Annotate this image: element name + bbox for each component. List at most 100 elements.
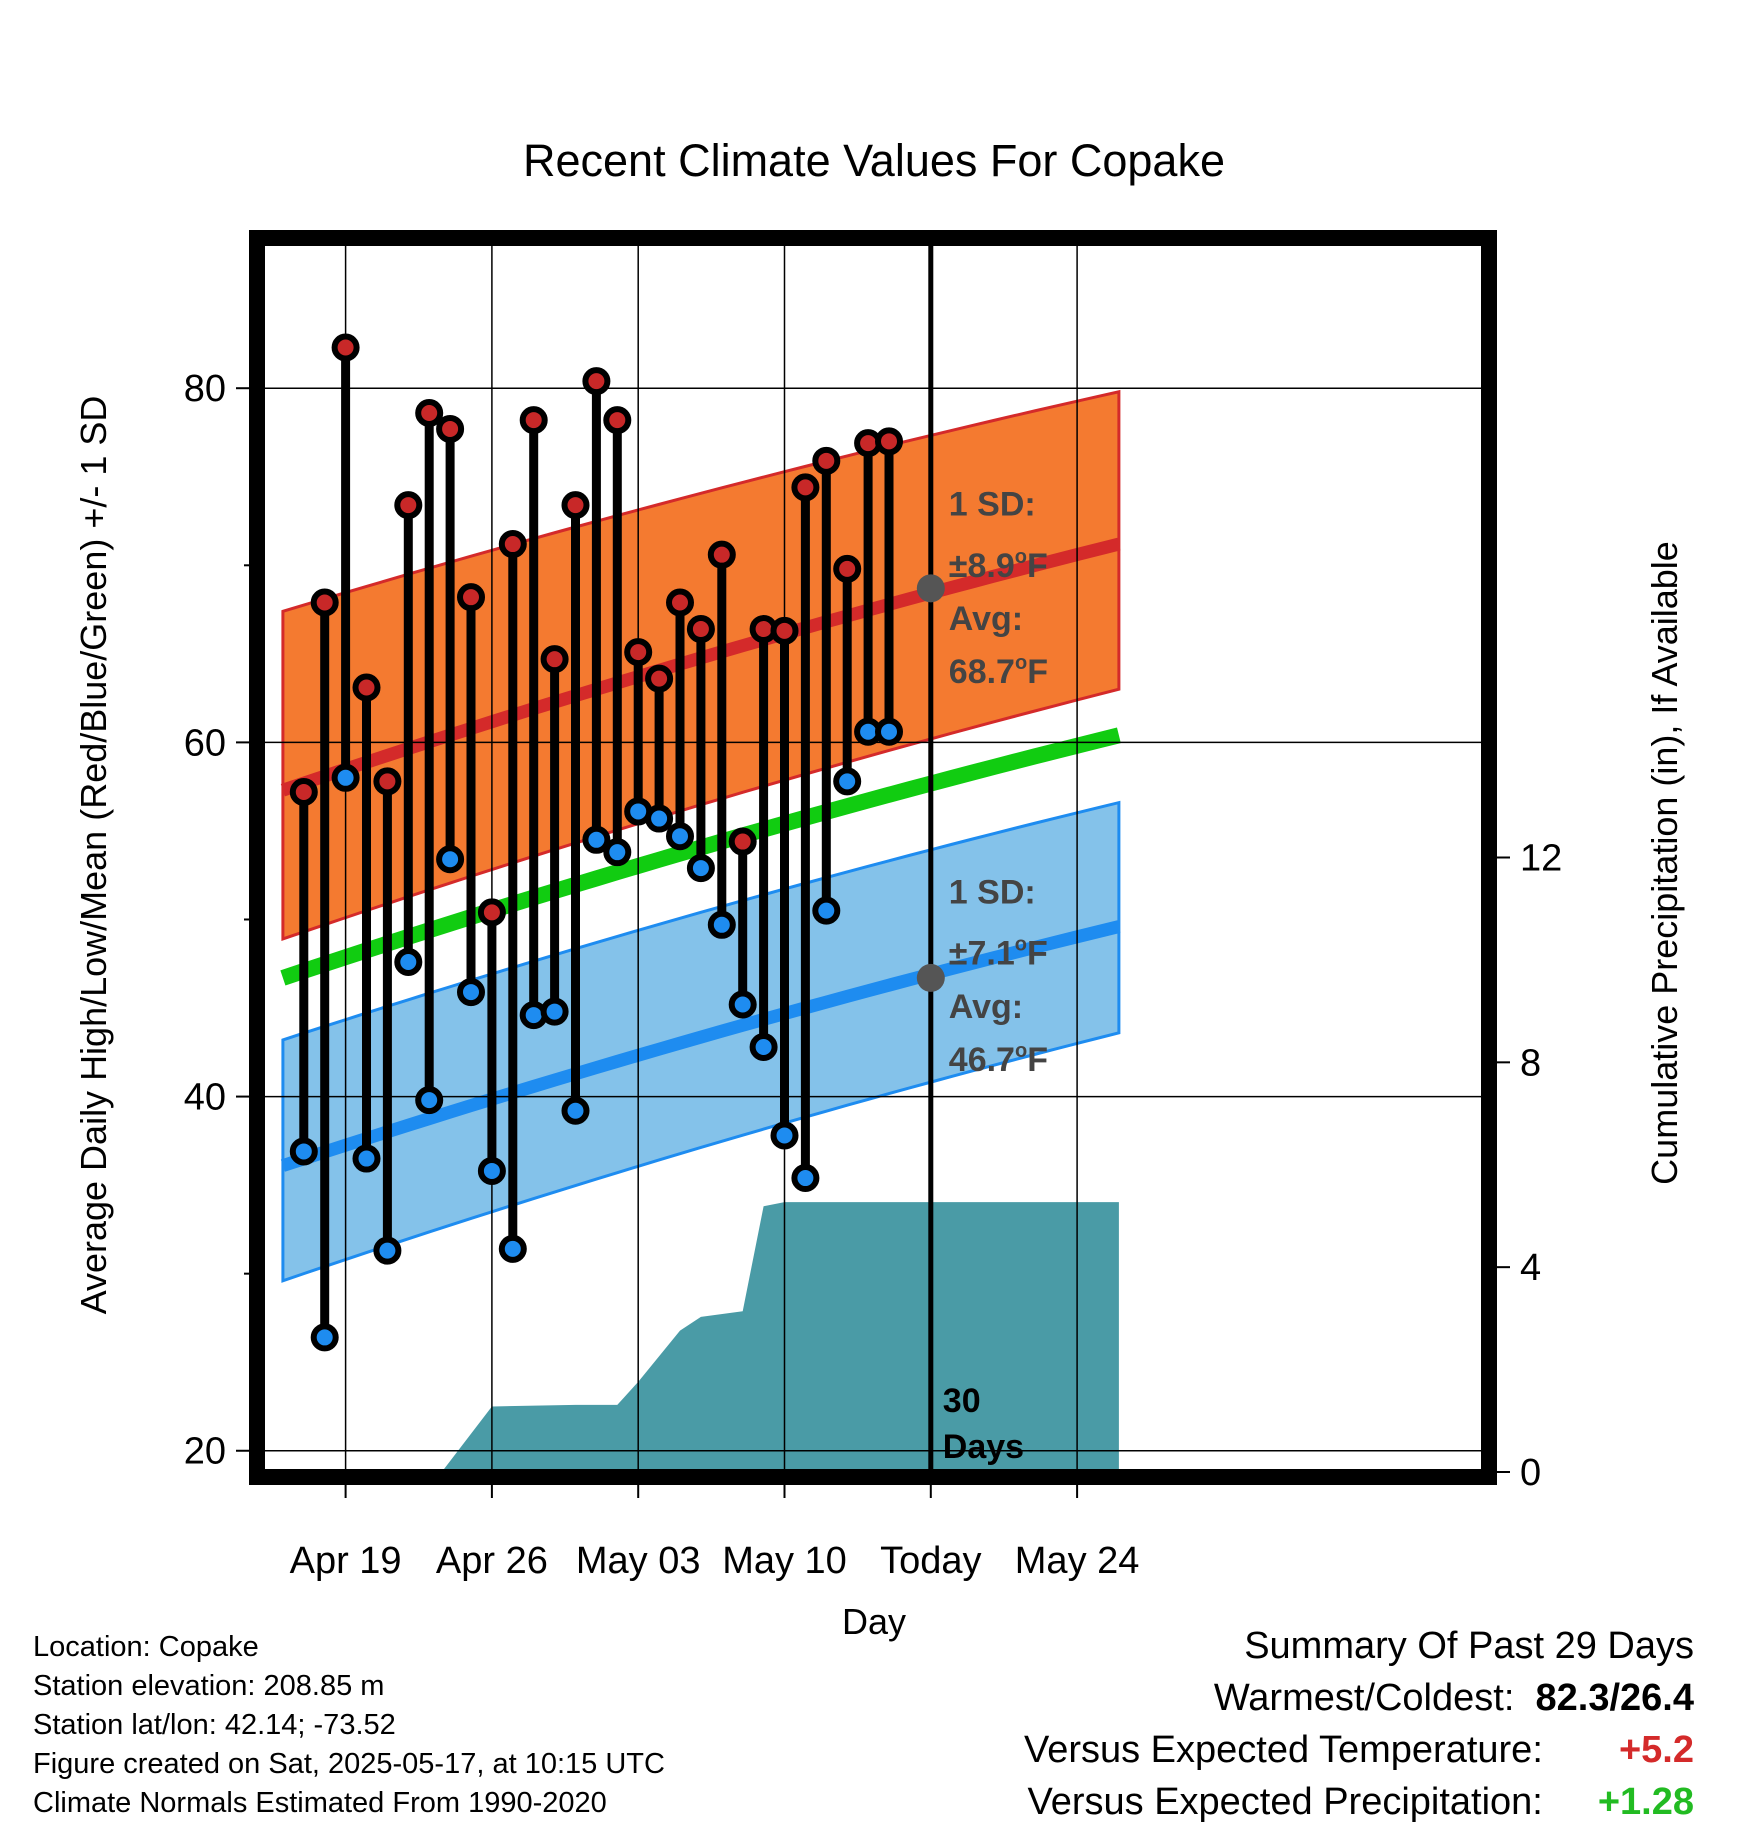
high-point	[812, 446, 841, 475]
x-tick-label: May 24	[1015, 1540, 1140, 1582]
station-info: Location: Copake Station elevation: 208.…	[33, 1628, 665, 1823]
high-point	[791, 473, 820, 502]
low-point	[582, 825, 611, 854]
low-point	[457, 978, 485, 1007]
high-point	[477, 898, 506, 927]
low-sd-label: 1 SD:	[949, 874, 1036, 912]
high-point	[875, 427, 903, 456]
high-point	[707, 540, 736, 569]
x-tick-label: Apr 26	[436, 1540, 548, 1582]
high-point	[394, 491, 423, 520]
normals-text: Climate Normals Estimated From 1990-2020	[33, 1787, 607, 1819]
low-point	[603, 838, 632, 867]
x-tick-label: Apr 19	[290, 1540, 402, 1582]
high-point	[666, 588, 694, 617]
today-days-label: 30	[943, 1382, 981, 1420]
high-point	[645, 664, 674, 693]
low-point	[310, 1323, 339, 1352]
low-avg-value: 46.7oF	[949, 1040, 1048, 1079]
high-point	[561, 491, 590, 520]
x-tick-label: May 10	[722, 1540, 847, 1582]
low-point	[394, 947, 423, 976]
high-point	[728, 827, 757, 856]
low-point	[561, 1096, 590, 1125]
low-point	[707, 910, 736, 939]
y-tick-label: 40	[184, 1077, 226, 1119]
low-point	[728, 990, 757, 1019]
low-point	[812, 896, 841, 925]
today-days-label: Days	[943, 1428, 1024, 1466]
high-point	[457, 583, 485, 612]
high-point	[498, 530, 527, 559]
low-point	[875, 717, 903, 746]
low-point	[666, 822, 694, 851]
low-point	[770, 1121, 799, 1150]
x-axis-label: Day	[842, 1601, 906, 1642]
y2-tick-label: 4	[1520, 1247, 1541, 1289]
high-sd-value: ±8.9oF	[949, 546, 1048, 585]
y-tick-label: 80	[184, 368, 226, 410]
high-point	[770, 616, 799, 645]
elevation-text: Station elevation: 208.85 m	[33, 1670, 385, 1702]
x-tick-label: May 03	[576, 1540, 701, 1582]
y-tick-label: 60	[184, 722, 226, 764]
created-text: Figure created on Sat, 2025-05-17, at 10…	[33, 1748, 665, 1780]
today-low-normal-marker	[916, 963, 945, 992]
today-high-normal-marker	[916, 574, 945, 603]
high-point	[603, 406, 632, 435]
high-avg-value: 68.7oF	[949, 652, 1048, 691]
low-point	[498, 1234, 527, 1263]
high-point	[624, 638, 653, 667]
high-avg-label: Avg:	[949, 600, 1023, 638]
low-point	[645, 804, 674, 833]
high-point	[352, 673, 381, 702]
low-point	[289, 1137, 318, 1166]
summary-warm-cold: Warmest/Coldest: 82.3/26.4	[1024, 1672, 1694, 1724]
high-point	[686, 615, 715, 644]
y2-tick-label: 8	[1520, 1042, 1541, 1084]
low-point	[540, 997, 569, 1026]
precip-area	[441, 1202, 1119, 1472]
x-tick-label: Today	[880, 1540, 981, 1582]
summary-title: Summary Of Past 29 Days	[1244, 1625, 1694, 1667]
high-point	[289, 777, 318, 806]
precip-value: +1.28	[1597, 1781, 1694, 1823]
plot-frame	[249, 230, 1497, 1485]
low-point	[477, 1156, 506, 1185]
low-point	[833, 767, 862, 796]
y-tick-label: 20	[184, 1431, 226, 1473]
low-point	[373, 1236, 402, 1265]
y2-tick-label: 0	[1520, 1452, 1541, 1494]
high-point	[373, 767, 402, 796]
low-point	[686, 854, 715, 883]
warm-cold-value: 82.3/26.4	[1535, 1677, 1694, 1719]
latlon-text: Station lat/lon: 42.14; -73.52	[33, 1709, 396, 1741]
low-point	[749, 1032, 778, 1061]
high-point	[436, 414, 465, 443]
temp-value: +5.2	[1618, 1729, 1694, 1771]
low-sd-value: ±7.1oF	[949, 934, 1048, 973]
high-point	[331, 333, 360, 362]
warm-cold-label: Warmest/Coldest:	[1213, 1677, 1515, 1719]
low-point	[436, 845, 465, 874]
summary-panel: Summary Of Past 29 Days Warmest/Coldest:…	[1024, 1620, 1694, 1828]
y2-axis-label: Cumulative Precipitation (in), If Availa…	[1644, 541, 1685, 1185]
high-point	[833, 554, 862, 583]
low-avg-label: Avg:	[949, 988, 1023, 1026]
low-point	[352, 1144, 381, 1173]
high-point	[540, 645, 569, 674]
temp-label: Versus Expected Temperature:	[1023, 1729, 1543, 1771]
plot-area: 1 SD: ±8.9oF Avg: 68.7oF 1 SD: ±7.1oF Avg: 46.7…	[184, 230, 1562, 1582]
plot-inner: 1 SD: ±8.9oF Avg: 68.7oF 1 SD: ±7.1oF Avg: 46.7…	[262, 243, 1484, 1472]
y2-tick-label: 12	[1520, 838, 1562, 880]
location-text: Location: Copake	[33, 1631, 259, 1663]
high-point	[519, 406, 548, 435]
high-point	[310, 588, 339, 617]
high-point	[415, 399, 444, 428]
low-point	[415, 1086, 444, 1115]
y-axis-label: Average Daily High/Low/Mean (Red/Blue/Gr…	[73, 396, 114, 1315]
high-point	[582, 367, 611, 396]
summary-precip: Versus Expected Precipitation: +1.28	[1024, 1776, 1694, 1828]
precip-label: Versus Expected Precipitation:	[1027, 1781, 1543, 1823]
